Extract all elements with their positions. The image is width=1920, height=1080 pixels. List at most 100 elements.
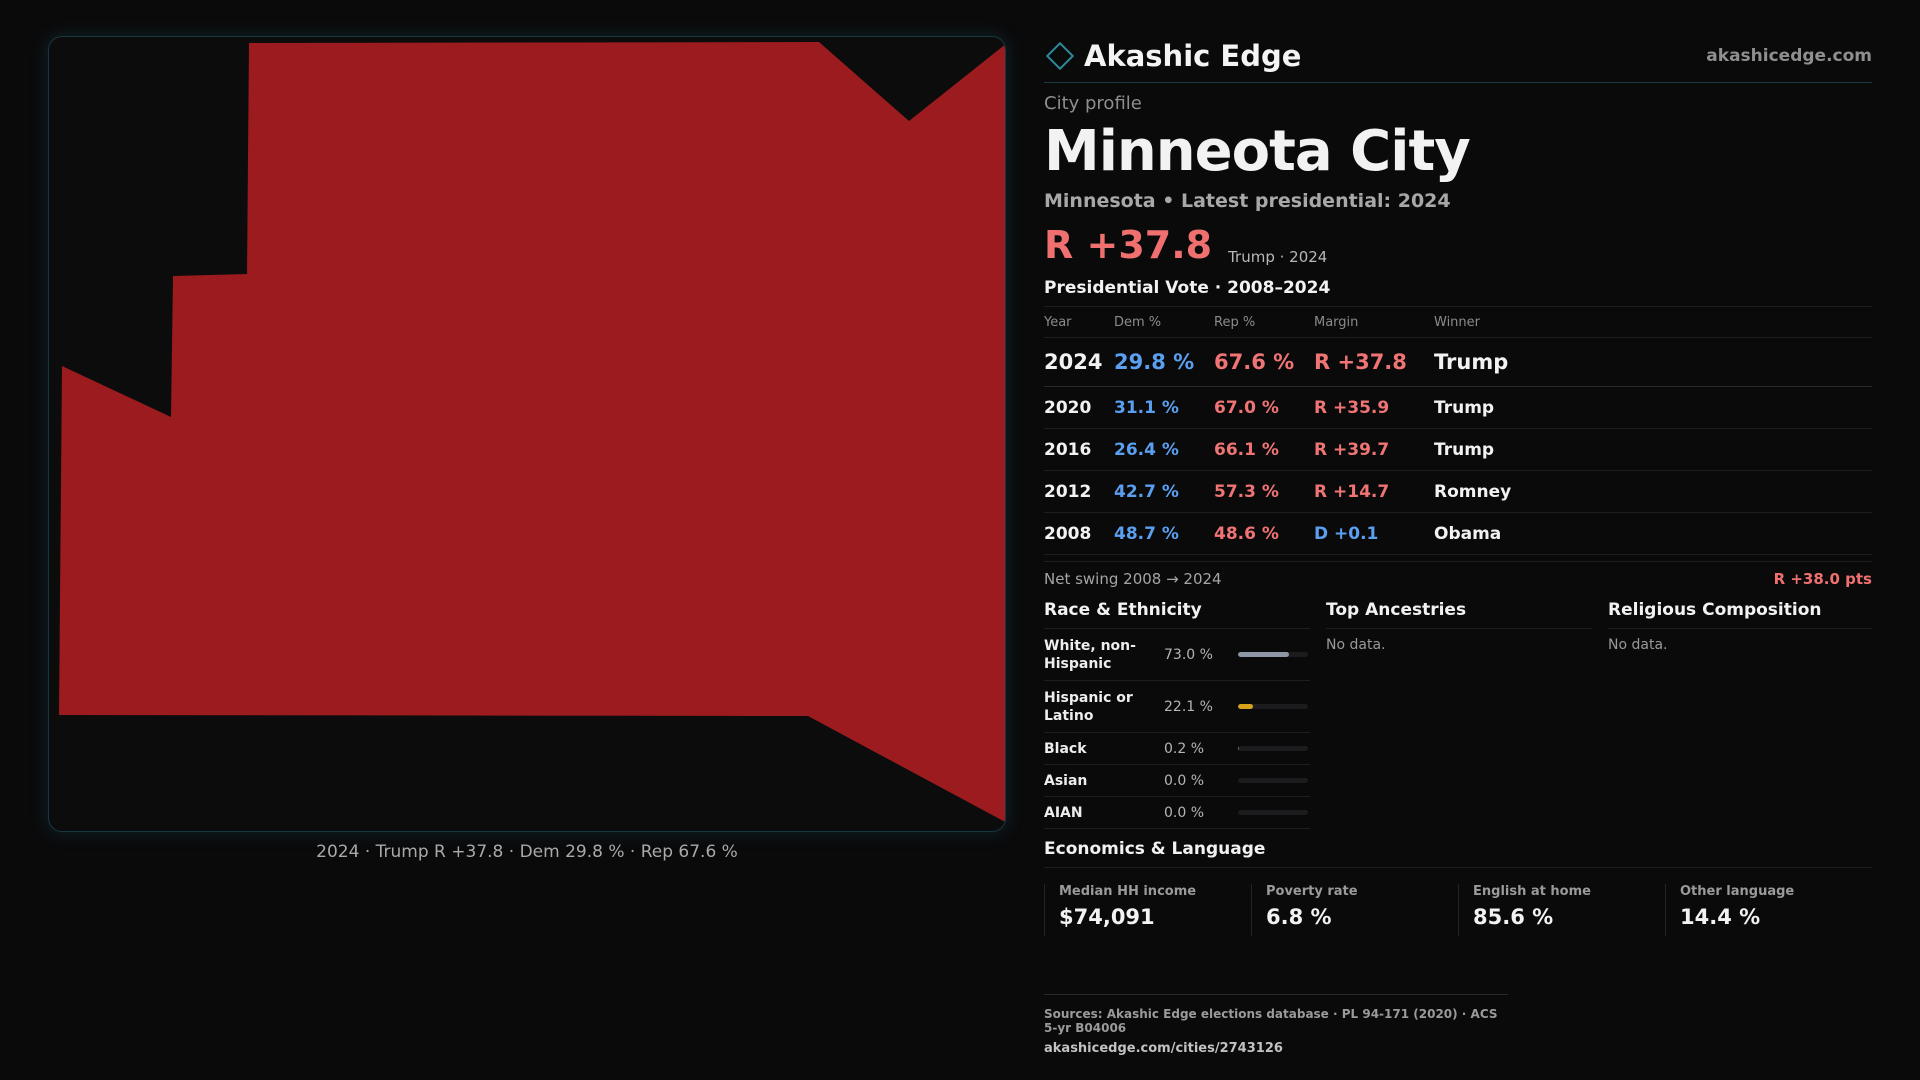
stat-value: 6.8 % [1266,905,1332,929]
race-bar [1238,652,1308,657]
table-row: 2016 26.4 % 66.1 % R +39.7 Trump [1044,428,1872,471]
race-title: Race & Ethnicity [1044,600,1310,629]
col-winner: Winner [1434,307,1872,338]
ancestries-title: Top Ancestries [1326,600,1592,629]
race-pct: 0.0 % [1164,804,1205,821]
row-rep: 57.3 % [1214,470,1314,513]
table-row: 2012 42.7 % 57.3 % R +14.7 Romney [1044,470,1872,513]
row-margin: D +0.1 [1314,512,1434,555]
brand-header: Akashic Edge akashicedge.com [1044,30,1872,83]
vote-table: Year Dem % Rep % Margin Winner 2024 29.8… [1044,307,1872,555]
headline-result: R +37.8 Trump · 2024 [1044,222,1872,268]
stat-label: Other language [1680,884,1795,899]
race-row: AIAN 0.0 % [1044,797,1310,829]
row-year: 2020 [1044,386,1114,429]
stat-value: 85.6 % [1473,905,1554,929]
race-row: Hispanic or Latino 22.1 % [1044,681,1310,733]
row-dem: 26.4 % [1114,428,1214,471]
sources-footer: Sources: Akashic Edge elections database… [1044,994,1508,1056]
row-year: 2016 [1044,428,1114,471]
religion-empty: No data. [1608,637,1668,653]
sources-text: Sources: Akashic Edge elections database… [1044,1007,1498,1035]
page-eyebrow: City profile [1044,93,1142,114]
race-pct: 0.0 % [1164,772,1205,789]
headline-note: Trump · 2024 [1228,248,1328,266]
ancestries-empty: No data. [1326,637,1386,653]
col-margin: Margin [1314,307,1434,338]
race-bar-fill [1238,652,1290,657]
brand-url-link[interactable]: akashicedge.com [1706,46,1872,66]
race-label: AIAN [1044,804,1083,821]
diamond-logo-icon [1045,41,1075,71]
profile-panel: Akashic Edge akashicedge.com City profil… [1044,30,1872,936]
row-margin: R +35.9 [1314,386,1434,429]
row-winner: Romney [1434,470,1872,513]
stat-label: Median HH income [1059,884,1197,899]
economics-title: Economics & Language [1044,839,1872,868]
race-bar-fill [1238,704,1254,709]
race-bar [1238,810,1308,815]
row-winner: Trump [1434,386,1872,429]
race-pct: 73.0 % [1164,646,1213,663]
stat-other-language: Other language 14.4 % [1665,884,1872,936]
race-ethnicity-panel: Race & Ethnicity White, non-Hispanic 73.… [1044,600,1310,829]
race-bar [1238,704,1308,709]
race-row: Black 0.2 % [1044,733,1310,765]
religion-title: Religious Composition [1608,600,1872,629]
race-bar [1238,778,1308,783]
race-pct: 0.2 % [1164,740,1205,757]
headline-margin: R +37.8 [1044,223,1213,267]
row-rep: 48.6 % [1214,512,1314,555]
city-boundary-map[interactable] [48,36,1006,832]
map-caption: 2024 · Trump R +37.8 · Dem 29.8 % · Rep … [316,842,738,862]
col-dem: Dem % [1114,307,1214,338]
row-rep: 66.1 % [1214,428,1314,471]
table-row: 2008 48.7 % 48.6 % D +0.1 Obama [1044,512,1872,555]
stat-value: $74,091 [1059,905,1155,929]
race-row: White, non-Hispanic 73.0 % [1044,629,1310,681]
stat-label: Poverty rate [1266,884,1358,899]
table-row: 2024 29.8 % 67.6 % R +37.8 Trump [1044,337,1872,387]
col-year: Year [1044,307,1114,338]
religion-panel: Religious Composition No data. [1608,600,1872,829]
net-swing-value: R +38.0 pts [1773,570,1872,588]
demographics-section: Race & Ethnicity White, non-Hispanic 73.… [1044,600,1872,829]
stat-median-income: Median HH income $74,091 [1044,884,1251,936]
row-winner: Trump [1434,428,1872,471]
economics-stats: Median HH income $74,091 Poverty rate 6.… [1044,884,1872,936]
row-year: 2012 [1044,470,1114,513]
map-svg [59,42,1005,822]
sources-url-link[interactable]: akashicedge.com/cities/2743126 [1044,1041,1283,1056]
net-swing-label: Net swing 2008 → 2024 [1044,570,1222,588]
row-margin: R +37.8 [1314,337,1434,387]
row-year: 2008 [1044,512,1114,555]
race-pct: 22.1 % [1164,698,1213,715]
row-margin: R +14.7 [1314,470,1434,513]
row-dem: 48.7 % [1114,512,1214,555]
city-boundary-shape [59,42,1005,822]
brand-name: Akashic Edge [1084,39,1302,73]
vote-table-title: Presidential Vote · 2008–2024 [1044,278,1872,307]
row-year: 2024 [1044,337,1114,387]
row-winner: Trump [1434,337,1872,387]
row-dem: 42.7 % [1114,470,1214,513]
race-label: Hispanic or Latino [1044,689,1133,724]
brand[interactable]: Akashic Edge [1044,39,1301,73]
row-margin: R +39.7 [1314,428,1434,471]
stat-label: English at home [1473,884,1591,899]
col-rep: Rep % [1214,307,1314,338]
net-swing: Net swing 2008 → 2024 R +38.0 pts [1044,561,1872,588]
ancestries-panel: Top Ancestries No data. [1326,600,1592,829]
row-rep: 67.6 % [1214,337,1314,387]
stat-value: 14.4 % [1680,905,1761,929]
race-bar [1238,746,1308,751]
race-row: Asian 0.0 % [1044,765,1310,797]
race-label: Asian [1044,772,1088,789]
stat-poverty-rate: Poverty rate 6.8 % [1251,884,1458,936]
race-label: White, non-Hispanic [1044,637,1136,672]
vote-table-header: Year Dem % Rep % Margin Winner [1044,307,1872,338]
row-rep: 67.0 % [1214,386,1314,429]
row-dem: 31.1 % [1114,386,1214,429]
row-winner: Obama [1434,512,1872,555]
